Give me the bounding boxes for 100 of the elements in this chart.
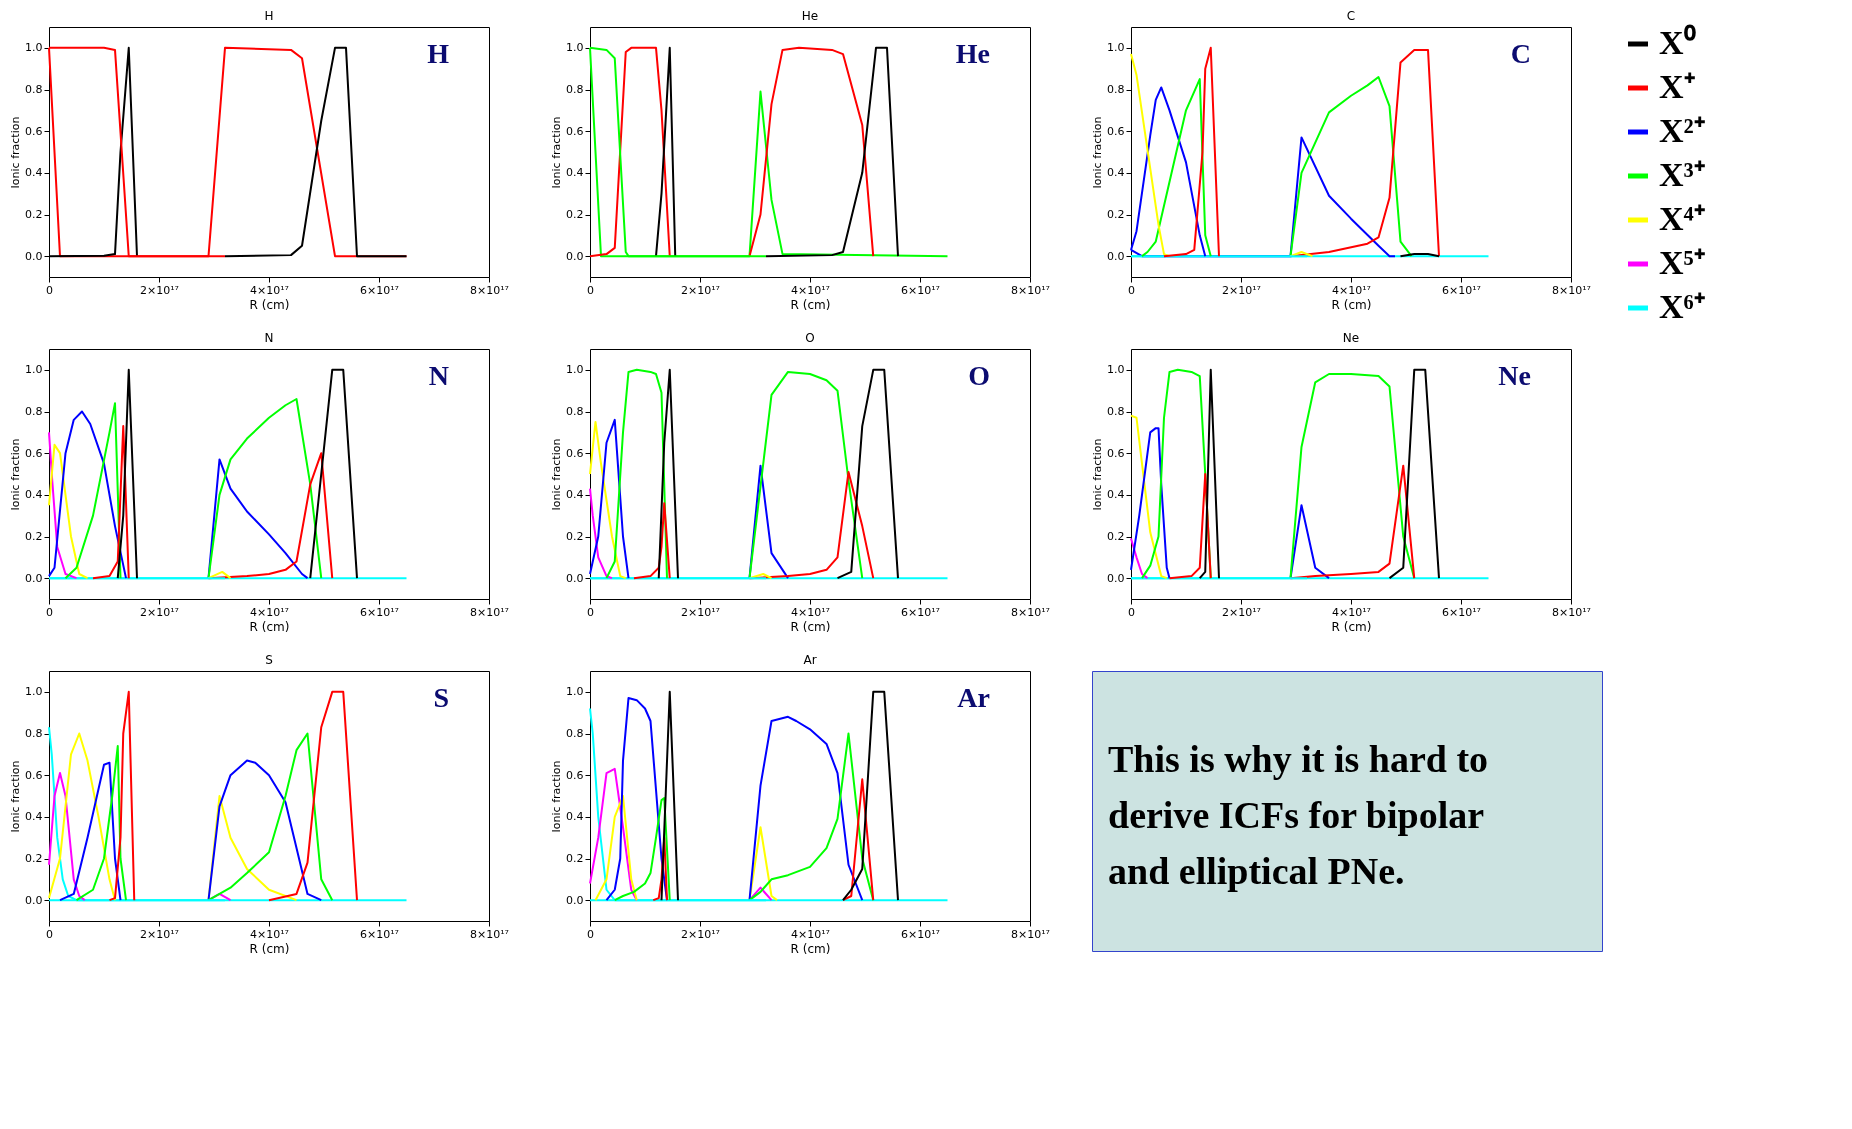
x-tick-label: 4×10¹⁷ [1331, 283, 1372, 297]
text: X⁶⁺ [1659, 288, 1705, 325]
y-tick-label: 0.4 [566, 810, 584, 824]
x-tick-label: 0 [1128, 283, 1135, 297]
x-axis-title: R (cm) [1331, 619, 1372, 634]
x-axis-title: R (cm) [790, 941, 831, 956]
x-tick-label: 2×10¹⁷ [139, 605, 180, 619]
y-tick-label: 0.6 [566, 768, 584, 782]
x-tick-label: 8×10¹⁷ [1010, 927, 1051, 941]
x-axis-title: R (cm) [790, 297, 831, 312]
x-tick-label: 4×10¹⁷ [790, 927, 831, 941]
y-tick-label: 0.4 [566, 488, 584, 502]
y-tick-label: 0.2 [25, 208, 43, 221]
x-tick-label: 8×10¹⁷ [1010, 605, 1051, 619]
x-tick-label: 4×10¹⁷ [790, 605, 831, 619]
chart-title: Ar [803, 653, 817, 667]
legend-label: X²⁺ [1659, 112, 1705, 149]
x-tick-label: 6×10¹⁷ [900, 927, 941, 941]
y-tick-label: 0.8 [25, 405, 43, 418]
x-axis-title: R (cm) [249, 297, 290, 312]
annotation: O [968, 360, 990, 391]
chart-title: S [265, 653, 273, 667]
x-tick-label: 6×10¹⁷ [1441, 283, 1482, 297]
y-tick-label: 0.2 [566, 530, 584, 543]
x-tick-label: 6×10¹⁷ [900, 283, 941, 297]
y-axis-title: Ionic fraction [1091, 116, 1105, 189]
y-tick-label: 0.6 [25, 124, 43, 138]
y-tick-label: 0.0 [1107, 571, 1125, 585]
x-tick-label: 8×10¹⁷ [1010, 283, 1051, 297]
y-tick-label: 0.6 [1107, 124, 1125, 138]
annotation: N [428, 360, 449, 391]
y-tick-label: 0.6 [566, 124, 584, 138]
y-tick-label: 1.0 [566, 363, 584, 377]
chart-title: N [264, 331, 274, 345]
y-tick-label: 1.0 [25, 41, 43, 55]
x-tick-label: 0 [46, 283, 53, 297]
chart-title: C [1346, 9, 1356, 23]
y-tick-label: 0.6 [1107, 446, 1125, 460]
annotation: H [427, 38, 450, 69]
y-axis-title: Ionic fraction [9, 760, 23, 833]
y-tick-label: 0.6 [566, 446, 584, 460]
y-axis-title: Ionic fraction [1091, 438, 1105, 511]
y-axis-title: Ionic fraction [9, 438, 23, 511]
x-tick-label: 2×10¹⁷ [1221, 283, 1262, 297]
y-tick-label: 0.0 [566, 249, 584, 263]
text: This is why it is hard to derive ICFs for bipolar and elliptical PNe. [1108, 738, 1489, 892]
x-tick-label: 6×10¹⁷ [900, 605, 941, 619]
y-axis-title: Ionic fraction [9, 116, 23, 189]
x-tick-label: 0 [46, 605, 53, 619]
y-axis-title: Ionic fraction [550, 438, 564, 511]
x-tick-label: 2×10¹⁷ [1221, 605, 1262, 619]
y-tick-label: 0.6 [25, 446, 43, 460]
x-tick-label: 0 [587, 927, 594, 941]
legend-label: X⁵⁺ [1659, 244, 1705, 281]
y-tick-label: 0.8 [566, 83, 584, 96]
chart-title: He [801, 9, 819, 23]
y-tick-label: 0.0 [566, 893, 584, 907]
y-tick-label: 0.2 [566, 208, 584, 221]
y-tick-label: 0.8 [25, 727, 43, 740]
y-tick-label: 0.2 [1107, 530, 1125, 543]
x-tick-label: 4×10¹⁷ [790, 283, 831, 297]
x-tick-label: 2×10¹⁷ [139, 927, 180, 941]
x-tick-label: 8×10¹⁷ [1551, 283, 1592, 297]
y-tick-label: 0.8 [1107, 405, 1125, 418]
y-tick-label: 0.8 [566, 405, 584, 418]
x-tick-label: 2×10¹⁷ [139, 283, 180, 297]
chart-title: O [805, 331, 815, 345]
x-tick-label: 6×10¹⁷ [359, 283, 400, 297]
x-tick-label: 4×10¹⁷ [249, 605, 290, 619]
y-tick-label: 0.4 [1107, 166, 1125, 180]
annotation: Ar [957, 682, 990, 713]
y-tick-label: 0.2 [25, 530, 43, 543]
x-tick-label: 8×10¹⁷ [1551, 605, 1592, 619]
y-tick-label: 0.4 [1107, 488, 1125, 502]
y-tick-label: 0.6 [25, 768, 43, 782]
y-tick-label: 0.4 [25, 488, 43, 502]
y-tick-label: 0.2 [25, 852, 43, 865]
y-tick-label: 1.0 [1107, 363, 1125, 377]
y-tick-label: 0.4 [25, 166, 43, 180]
annotation: Ne [1498, 360, 1531, 391]
x-tick-label: 4×10¹⁷ [1331, 605, 1372, 619]
y-tick-label: 0.2 [566, 852, 584, 865]
x-tick-label: 8×10¹⁷ [469, 927, 510, 941]
x-tick-label: 2×10¹⁷ [680, 927, 721, 941]
y-tick-label: 0.0 [566, 571, 584, 585]
y-tick-label: 0.0 [1107, 249, 1125, 263]
y-tick-label: 0.0 [25, 571, 43, 585]
legend-label: X³⁺ [1659, 156, 1705, 193]
x-tick-label: 2×10¹⁷ [680, 605, 721, 619]
y-tick-label: 0.4 [566, 166, 584, 180]
x-tick-label: 6×10¹⁷ [1441, 605, 1482, 619]
annotation: S [433, 682, 449, 713]
x-tick-label: 0 [1128, 605, 1135, 619]
y-axis-title: Ionic fraction [550, 760, 564, 833]
legend-label: X⁰ [1659, 24, 1696, 61]
x-axis-title: R (cm) [249, 941, 290, 956]
x-tick-label: 0 [46, 927, 53, 941]
x-tick-label: 4×10¹⁷ [249, 927, 290, 941]
y-tick-label: 0.8 [1107, 83, 1125, 96]
legend-label: X⁴⁺ [1659, 200, 1705, 237]
